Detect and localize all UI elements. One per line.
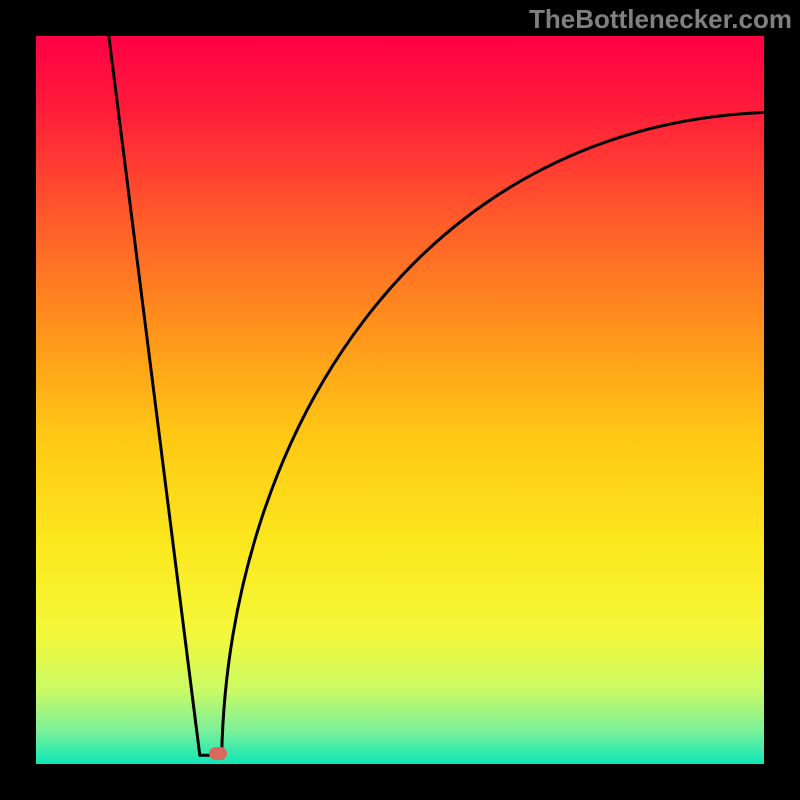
plot-area — [36, 36, 764, 764]
valley-marker — [209, 747, 227, 760]
bottleneck-curve — [36, 36, 764, 764]
chart-container: TheBottlenecker.com — [0, 0, 800, 800]
watermark-text: TheBottlenecker.com — [529, 4, 792, 35]
